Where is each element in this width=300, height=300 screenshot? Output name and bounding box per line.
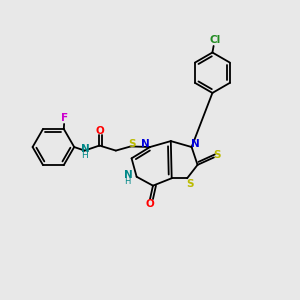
Text: S: S (214, 150, 221, 160)
Text: N: N (124, 170, 133, 180)
Text: H: H (81, 152, 88, 160)
Text: N: N (141, 139, 150, 149)
Text: N: N (81, 144, 90, 154)
Text: N: N (191, 139, 200, 149)
Text: H: H (124, 177, 131, 186)
Text: S: S (186, 178, 194, 189)
Text: F: F (61, 113, 68, 123)
Text: S: S (128, 139, 136, 149)
Text: Cl: Cl (209, 35, 220, 45)
Text: O: O (96, 126, 105, 136)
Text: O: O (146, 200, 154, 209)
